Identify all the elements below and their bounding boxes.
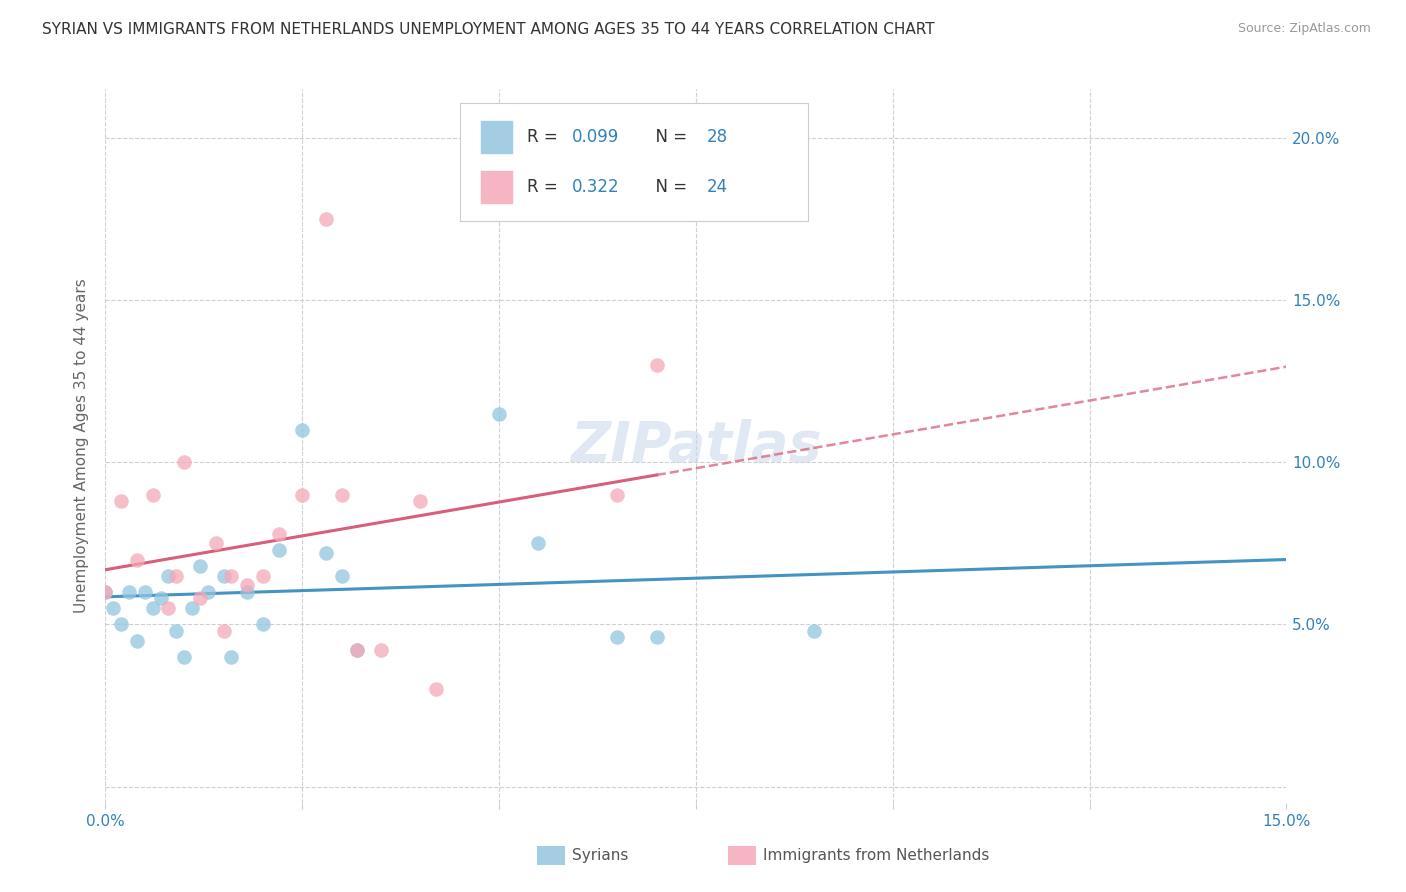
Point [527, 536, 550, 550]
Point [197, 585, 219, 599]
Text: ZIPatlas: ZIPatlas [571, 419, 821, 473]
Point [267, 526, 290, 541]
Point [165, 624, 187, 638]
Point [173, 455, 195, 469]
Point [118, 585, 141, 599]
Text: N =: N = [645, 128, 693, 146]
FancyBboxPatch shape [479, 169, 513, 204]
Point [645, 358, 668, 372]
Point [94, 585, 117, 599]
Point [157, 601, 180, 615]
Text: 24: 24 [707, 178, 728, 196]
Text: 0.322: 0.322 [572, 178, 620, 196]
Point [173, 649, 195, 664]
Point [291, 423, 314, 437]
Point [125, 552, 148, 566]
Point [188, 559, 211, 574]
Point [110, 494, 132, 508]
Point [803, 624, 825, 638]
Text: N =: N = [645, 178, 693, 196]
Point [149, 591, 172, 606]
Point [315, 211, 337, 226]
Text: Syrians: Syrians [572, 848, 628, 863]
Point [221, 649, 243, 664]
Point [346, 643, 368, 657]
Point [291, 488, 314, 502]
Point [606, 631, 628, 645]
Text: Source: ZipAtlas.com: Source: ZipAtlas.com [1237, 22, 1371, 36]
Point [606, 488, 628, 502]
Point [425, 682, 447, 697]
Text: Immigrants from Netherlands: Immigrants from Netherlands [763, 848, 990, 863]
Point [330, 488, 353, 502]
Point [94, 585, 117, 599]
Text: SYRIAN VS IMMIGRANTS FROM NETHERLANDS UNEMPLOYMENT AMONG AGES 35 TO 44 YEARS COR: SYRIAN VS IMMIGRANTS FROM NETHERLANDS UN… [42, 22, 935, 37]
Point [267, 542, 290, 557]
Point [157, 568, 180, 582]
Text: R =: R = [527, 128, 562, 146]
Point [346, 643, 368, 657]
FancyBboxPatch shape [460, 103, 808, 221]
Point [252, 568, 274, 582]
Point [370, 643, 392, 657]
Point [212, 624, 235, 638]
Bar [537, 846, 565, 865]
FancyBboxPatch shape [479, 120, 513, 154]
Point [212, 568, 235, 582]
Point [315, 546, 337, 560]
Point [236, 585, 259, 599]
Point [221, 568, 243, 582]
Bar [728, 846, 756, 865]
Point [204, 536, 226, 550]
Point [142, 488, 165, 502]
Point [165, 568, 187, 582]
Point [110, 617, 132, 632]
Point [645, 631, 668, 645]
Point [488, 407, 510, 421]
Point [252, 617, 274, 632]
Point [103, 601, 125, 615]
Point [330, 568, 353, 582]
Point [142, 601, 165, 615]
Text: 0.099: 0.099 [572, 128, 619, 146]
Point [181, 601, 204, 615]
Point [125, 633, 148, 648]
Point [236, 578, 259, 592]
Point [409, 494, 432, 508]
Point [188, 591, 211, 606]
Y-axis label: Unemployment Among Ages 35 to 44 years: Unemployment Among Ages 35 to 44 years [75, 278, 90, 614]
Text: R =: R = [527, 178, 562, 196]
Text: 28: 28 [707, 128, 728, 146]
Point [134, 585, 156, 599]
